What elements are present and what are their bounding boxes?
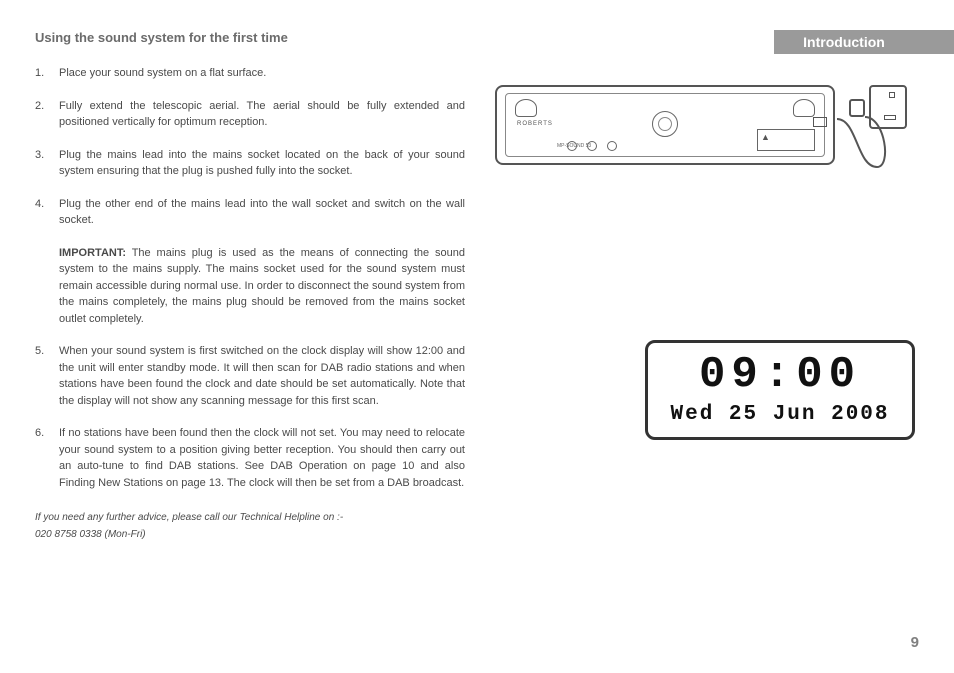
page-number: 9 [911,634,919,651]
lcd-date: Wed 25 Jun 2008 [660,403,900,426]
right-column: ROBERTS MP-SOUND 53 09:0 [495,30,919,653]
important-note: IMPORTANT: The mains plug is used as the… [35,245,465,328]
tuning-dial-icon [652,111,678,137]
section-title: Using the sound system for the first tim… [35,30,465,45]
lcd-display: 09:00 Wed 25 Jun 2008 [645,340,915,440]
speaker-left-icon [515,99,537,117]
instruction-list-continued: When your sound system is first switched… [35,343,465,491]
port-icon [607,141,617,151]
warning-label-icon [757,129,815,151]
step-1: Place your sound system on a flat surfac… [35,65,465,82]
lcd-time: 09:00 [660,353,900,397]
helpline-line2: 020 8758 0338 (Mon-Fri) [35,526,465,543]
helpline-note: If you need any further advice, please c… [35,509,465,543]
port-icon [567,141,577,151]
step-3: Plug the mains lead into the mains socke… [35,147,465,180]
device-illustration: ROBERTS MP-SOUND 53 [495,85,915,170]
device-brand: ROBERTS [517,121,553,127]
step-4: Plug the other end of the mains lead int… [35,196,465,229]
important-label: IMPORTANT: [59,247,126,259]
page: Using the sound system for the first tim… [0,0,954,673]
speaker-right-icon [793,99,815,117]
plug-icon [849,99,865,117]
helpline-line1: If you need any further advice, please c… [35,509,465,526]
mains-socket-icon [813,117,827,127]
step-2: Fully extend the telescopic aerial. The … [35,98,465,131]
port-icon [587,141,597,151]
left-column: Using the sound system for the first tim… [35,30,465,653]
mains-cable-icon [837,147,915,187]
step-6: If no stations have been found then the … [35,425,465,491]
device-rear-view: ROBERTS MP-SOUND 53 [495,85,835,165]
instruction-list: Place your sound system on a flat surfac… [35,65,465,229]
step-5: When your sound system is first switched… [35,343,465,409]
rear-ports [567,141,617,151]
